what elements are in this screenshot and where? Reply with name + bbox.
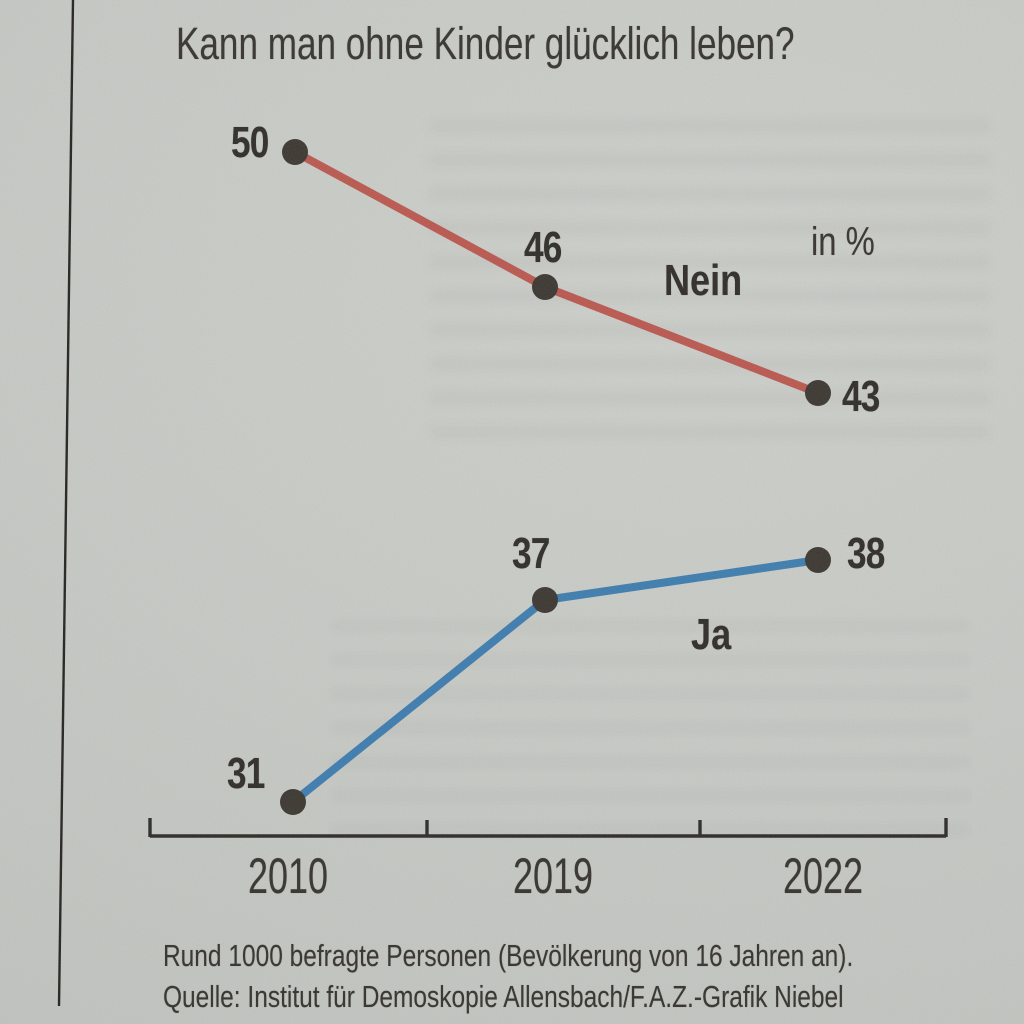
data-point-ja-2019: [532, 587, 558, 613]
chart-title: Kann man ohne Kinder glücklich leben?: [176, 18, 795, 69]
x-tick-2010: 2010: [247, 848, 329, 904]
data-point-ja-2022: [805, 547, 831, 573]
data-point-ja-2010: [280, 789, 306, 815]
value-label-ja-2022: 38: [847, 529, 885, 578]
print-showthrough: [330, 620, 970, 840]
series-label-nein: Nein: [664, 256, 743, 305]
value-label-nein-2010: 50: [231, 118, 269, 167]
column-rule: [57, 0, 75, 1007]
series-label-ja: Ja: [691, 610, 732, 659]
footnote-source: Quelle: Institut für Demoskopie Allensba…: [163, 979, 844, 1014]
footnote-sample: Rund 1000 befragte Personen (Bevölkerung…: [163, 938, 854, 973]
value-label-nein-2022: 43: [842, 372, 880, 421]
value-label-ja-2019: 37: [512, 529, 550, 578]
x-tick-2022: 2022: [782, 848, 864, 904]
value-label-nein-2019: 46: [524, 223, 562, 272]
value-label-ja-2010: 31: [227, 749, 265, 798]
x-tick-2019: 2019: [512, 848, 594, 904]
data-point-nein-2010: [282, 139, 308, 165]
unit-label: in %: [811, 220, 875, 264]
